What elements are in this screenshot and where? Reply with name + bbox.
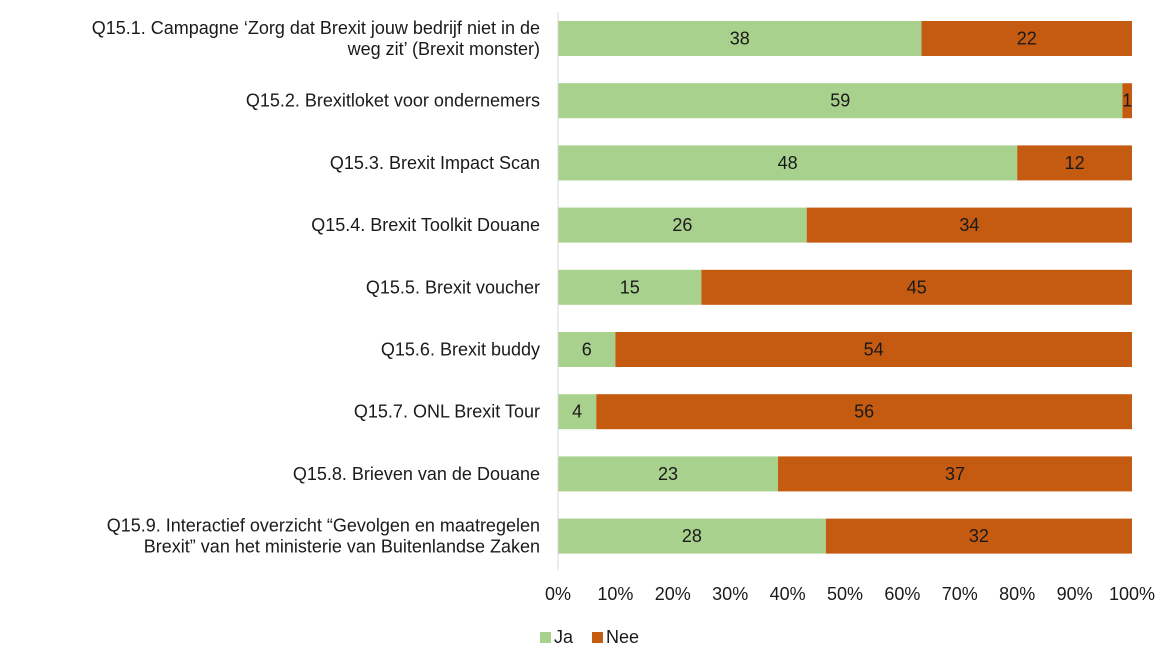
category-label-line: Q15.9. Interactief overzicht “Gevolgen e… [107,516,540,536]
bar-value-ja-5: 15 [620,277,640,297]
x-tick-label: 70% [942,584,978,604]
bar-nee-6 [615,332,1132,367]
x-tick-label: 0% [545,584,571,604]
bar-ja-7 [558,394,597,430]
bar-ja-2 [558,83,1123,119]
bar-value-nee-1: 22 [1017,29,1037,49]
x-tick-label: 20% [655,584,691,604]
x-tick-label: 30% [712,584,748,604]
category-label-line: Q15.8. Brieven van de Douane [293,464,540,484]
bar-nee-4 [806,207,1132,243]
x-tick-label: 10% [597,584,633,604]
x-tick-label: 40% [770,584,806,604]
category-label-line: Q15.6. Brexit buddy [381,340,540,360]
category-label-line: Q15.7. ONL Brexit Tour [354,402,540,422]
category-label-line: Q15.5. Brexit voucher [366,277,540,297]
bar-value-nee-5: 45 [907,277,927,297]
category-label-line: Q15.4. Brexit Toolkit Douane [311,215,540,235]
x-tick-label: 80% [999,584,1035,604]
legend-label-ja: Ja [554,627,574,647]
bar-value-nee-8: 37 [945,464,965,484]
bar-ja-8 [558,456,779,492]
category-label-1: Q15.1. Campagne ‘Zorg dat Brexit jouw be… [92,18,540,59]
x-tick-label: 50% [827,584,863,604]
bar-ja-6 [558,332,616,367]
bar-value-ja-7: 4 [572,402,582,422]
bar-value-nee-2: 1 [1122,91,1132,111]
category-label-line: weg zit’ (Brexit monster) [347,39,540,59]
bar-value-nee-3: 12 [1065,153,1085,173]
x-axis-tick-labels: 0% 10% 20% 30% 40% 50% 60% 70% 80% 90% 100% [545,584,1155,604]
category-labels: Q15.1. Campagne ‘Zorg dat Brexit jouw be… [92,18,540,557]
bar-value-nee-6: 54 [864,340,884,360]
bar-nee-9 [825,518,1132,554]
category-label-2: Q15.2. Brexitloket voor ondernemers [246,91,540,111]
bar-value-nee-9: 32 [969,526,989,546]
bar-value-ja-4: 26 [672,215,692,235]
bar-nee-8 [778,456,1132,492]
bar-value-nee-4: 34 [959,215,979,235]
category-label-5: Q15.5. Brexit voucher [366,277,540,297]
category-label-line: Q15.3. Brexit Impact Scan [330,153,540,173]
bar-value-ja-8: 23 [658,464,678,484]
bar-value-ja-1: 38 [730,29,750,49]
bar-nee-7 [596,394,1132,430]
legend-swatch-nee [592,632,603,643]
category-label-line: Q15.2. Brexitloket voor ondernemers [246,91,540,111]
bar-ja-4 [558,207,807,243]
bar-nee-1 [921,21,1132,56]
bar-value-nee-7: 56 [854,402,874,422]
category-label-7: Q15.7. ONL Brexit Tour [354,402,540,422]
category-label-4: Q15.4. Brexit Toolkit Douane [311,215,540,235]
bar-value-ja-3: 48 [778,153,798,173]
x-tick-label: 60% [884,584,920,604]
category-label-9: Q15.9. Interactief overzicht “Gevolgen e… [107,516,540,557]
legend-swatch-ja [540,632,551,643]
bar-ja-3 [558,145,1018,181]
category-label-line: Brexit” van het ministerie van Buitenlan… [144,537,540,557]
category-label-6: Q15.6. Brexit buddy [381,340,540,360]
category-label-3: Q15.3. Brexit Impact Scan [330,153,540,173]
bar-nee-2 [1122,83,1132,119]
bar-ja-9 [558,518,826,554]
category-label-line: Q15.1. Campagne ‘Zorg dat Brexit jouw be… [92,18,540,38]
category-label-8: Q15.8. Brieven van de Douane [293,464,540,484]
bar-ja-5 [558,269,702,305]
bar-ja-1 [558,21,922,56]
bar-value-ja-6: 6 [582,340,592,360]
bar-nee-5 [701,269,1132,305]
bar-value-ja-9: 28 [682,526,702,546]
bar-nee-3 [1017,145,1132,181]
x-tick-label: 100% [1109,584,1155,604]
legend-label-nee: Nee [606,627,639,647]
x-tick-label: 90% [1057,584,1093,604]
bar-value-ja-2: 59 [830,91,850,111]
legend: Ja Nee [540,627,639,647]
